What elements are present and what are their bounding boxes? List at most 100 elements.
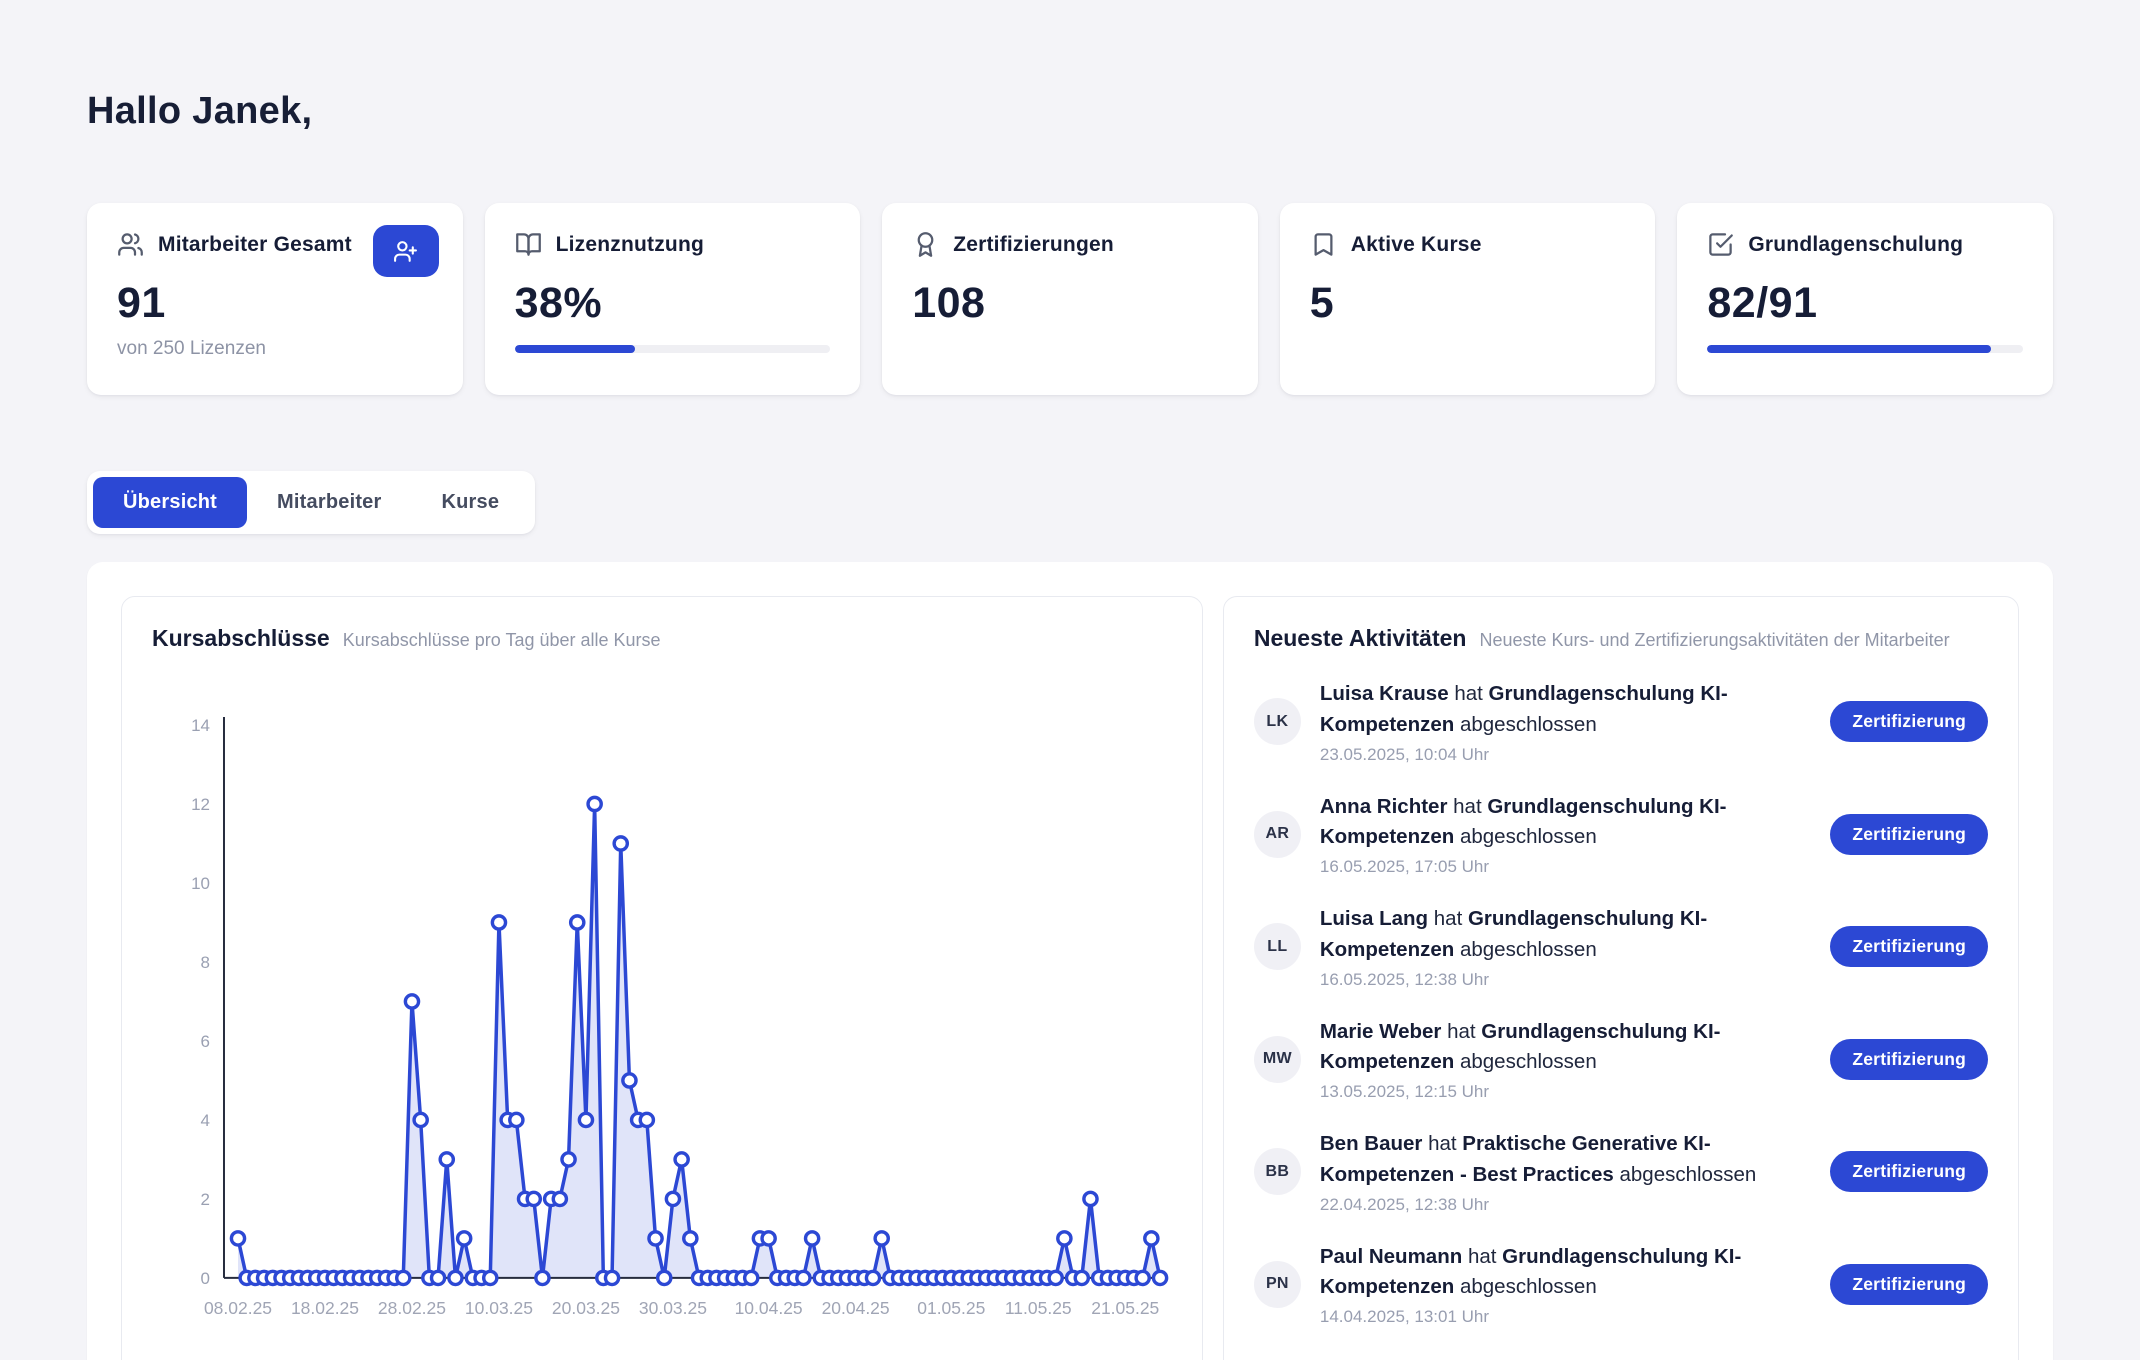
chart-header: Kursabschlüsse Kursabschlüsse pro Tag üb… bbox=[152, 625, 1172, 652]
stat-card-check-square: Grundlagenschulung 82/91 bbox=[1677, 203, 2053, 395]
stat-card-label: Mitarbeiter Gesamt bbox=[158, 233, 352, 257]
data-point-marker bbox=[231, 1232, 244, 1245]
avatar: AR bbox=[1254, 811, 1301, 858]
certification-badge: Zertifizierung bbox=[1830, 926, 1988, 967]
add-employee-button[interactable] bbox=[373, 225, 439, 277]
activity-connector: hat bbox=[1453, 795, 1482, 818]
data-point-marker bbox=[675, 1153, 688, 1166]
activity-suffix: abgeschlossen bbox=[1460, 938, 1597, 961]
data-point-marker bbox=[458, 1232, 471, 1245]
activity-suffix: abgeschlossen bbox=[1460, 1050, 1597, 1073]
activities-title: Neueste Aktivitäten bbox=[1254, 625, 1467, 652]
stat-card-value: 38% bbox=[515, 282, 831, 325]
data-point-marker bbox=[588, 797, 601, 810]
recent-activities-card: Neueste Aktivitäten Neueste Kurs- und Ze… bbox=[1223, 596, 2019, 1360]
activity-suffix: abgeschlossen bbox=[1620, 1163, 1757, 1186]
y-axis-tick-label: 8 bbox=[201, 953, 210, 972]
activity-timestamp: 22.04.2025, 12:38 Uhr bbox=[1320, 1195, 1813, 1215]
data-point-marker bbox=[745, 1271, 758, 1284]
data-point-marker bbox=[614, 837, 627, 850]
activity-item: PN Paul Neumann hat Grundlagenschulung K… bbox=[1254, 1242, 1988, 1328]
data-point-marker bbox=[1145, 1232, 1158, 1245]
data-point-marker bbox=[797, 1271, 810, 1284]
y-axis-tick-label: 6 bbox=[201, 1032, 210, 1051]
y-axis-tick-label: 0 bbox=[201, 1269, 210, 1288]
x-axis-tick-label: 28.02.25 bbox=[378, 1298, 446, 1318]
activity-timestamp: 16.05.2025, 12:38 Uhr bbox=[1320, 970, 1813, 990]
data-point-marker bbox=[684, 1232, 697, 1245]
y-axis-tick-label: 4 bbox=[201, 1111, 210, 1130]
data-point-marker bbox=[1136, 1271, 1149, 1284]
data-point-marker bbox=[579, 1113, 592, 1126]
x-axis-tick-label: 18.02.25 bbox=[291, 1298, 359, 1318]
certification-badge: Zertifizierung bbox=[1830, 1039, 1988, 1080]
x-axis-tick-label: 08.02.25 bbox=[204, 1298, 272, 1318]
chart-area: 0246810121408.02.2518.02.2528.02.2510.03… bbox=[152, 694, 1172, 1349]
data-point-marker bbox=[397, 1271, 410, 1284]
activity-connector: hat bbox=[1447, 1020, 1476, 1043]
x-axis-tick-label: 10.04.25 bbox=[735, 1298, 803, 1318]
data-point-marker bbox=[414, 1113, 427, 1126]
stat-card-users: Mitarbeiter Gesamt 91 von 250 Lizenzen bbox=[87, 203, 463, 395]
data-point-marker bbox=[527, 1192, 540, 1205]
tab-mitarbeiter[interactable]: Mitarbeiter bbox=[247, 477, 411, 528]
data-point-marker bbox=[623, 1074, 636, 1087]
dashboard-page: Hallo Janek, Mitarbeiter Gesamt 91 von 2… bbox=[0, 0, 2140, 1360]
tab-kurse[interactable]: Kurse bbox=[412, 477, 530, 528]
activity-text: Anna Richter hat Grundlagenschulung KI-K… bbox=[1320, 792, 1813, 854]
data-point-marker bbox=[866, 1271, 879, 1284]
data-point-marker bbox=[510, 1113, 523, 1126]
activities-header: Neueste Aktivitäten Neueste Kurs- und Ze… bbox=[1254, 625, 1988, 652]
activities-subtitle: Neueste Kurs- und Zertifizierungsaktivit… bbox=[1479, 630, 1949, 651]
greeting: Hallo Janek, bbox=[87, 0, 2053, 133]
data-point-marker bbox=[1084, 1192, 1097, 1205]
course-completions-card: Kursabschlüsse Kursabschlüsse pro Tag üb… bbox=[121, 596, 1203, 1360]
activity-person-name: Paul Neumann bbox=[1320, 1245, 1462, 1268]
data-point-marker bbox=[806, 1232, 819, 1245]
data-point-marker bbox=[440, 1153, 453, 1166]
main-panel: Kursabschlüsse Kursabschlüsse pro Tag üb… bbox=[87, 562, 2053, 1360]
activity-connector: hat bbox=[1428, 1132, 1457, 1155]
x-axis-tick-label: 11.05.25 bbox=[1005, 1298, 1072, 1318]
data-point-marker bbox=[1075, 1271, 1088, 1284]
data-point-marker bbox=[571, 916, 584, 929]
user-plus-icon bbox=[393, 239, 418, 264]
data-point-marker bbox=[1153, 1271, 1166, 1284]
stat-card-value: 91 bbox=[117, 282, 433, 325]
chart-line bbox=[238, 804, 1160, 1278]
stat-card-bookmark: Aktive Kurse 5 bbox=[1280, 203, 1656, 395]
stat-card-book-open: Lizenznutzung 38% bbox=[485, 203, 861, 395]
data-point-marker bbox=[658, 1271, 671, 1284]
activity-connector: hat bbox=[1454, 682, 1483, 705]
activity-person-name: Anna Richter bbox=[1320, 795, 1448, 818]
activity-connector: hat bbox=[1434, 907, 1463, 930]
activity-text: Luisa Krause hat Grundlagenschulung KI-K… bbox=[1320, 679, 1813, 741]
stat-card-award: Zertifizierungen 108 bbox=[882, 203, 1258, 395]
y-axis-tick-label: 10 bbox=[191, 874, 210, 893]
activity-suffix: abgeschlossen bbox=[1460, 1275, 1597, 1298]
data-point-marker bbox=[562, 1153, 575, 1166]
x-axis-tick-label: 20.04.25 bbox=[822, 1298, 890, 1318]
data-point-marker bbox=[640, 1113, 653, 1126]
stat-card-value: 108 bbox=[912, 282, 1228, 325]
activity-item: LL Luisa Lang hat Grundlagenschulung KI-… bbox=[1254, 904, 1988, 990]
chart-subtitle: Kursabschlüsse pro Tag über alle Kurse bbox=[343, 630, 661, 651]
book-open-icon bbox=[515, 231, 542, 258]
x-axis-tick-label: 10.03.25 bbox=[465, 1298, 533, 1318]
activity-item: MW Marie Weber hat Grundlagenschulung KI… bbox=[1254, 1017, 1988, 1103]
activity-timestamp: 13.05.2025, 12:15 Uhr bbox=[1320, 1082, 1813, 1102]
view-tabs: ÜbersichtMitarbeiterKurse bbox=[87, 471, 535, 534]
y-axis-tick-label: 2 bbox=[201, 1190, 210, 1209]
tab--bersicht[interactable]: Übersicht bbox=[93, 477, 247, 528]
activity-text: Ben Bauer hat Praktische Generative KI-K… bbox=[1320, 1129, 1813, 1191]
activity-text: Luisa Lang hat Grundlagenschulung KI-Kom… bbox=[1320, 904, 1813, 966]
activity-timestamp: 14.04.2025, 13:01 Uhr bbox=[1320, 1307, 1813, 1327]
activity-timestamp: 16.05.2025, 17:05 Uhr bbox=[1320, 857, 1813, 877]
activity-item: AR Anna Richter hat Grundlagenschulung K… bbox=[1254, 792, 1988, 878]
progress-bar-fill bbox=[515, 345, 635, 353]
course-completions-line-chart: 0246810121408.02.2518.02.2528.02.2510.03… bbox=[152, 694, 1172, 1349]
data-point-marker bbox=[666, 1192, 679, 1205]
certification-badge: Zertifizierung bbox=[1830, 1264, 1988, 1305]
activity-person-name: Luisa Lang bbox=[1320, 907, 1428, 930]
x-axis-tick-label: 01.05.25 bbox=[917, 1298, 985, 1318]
